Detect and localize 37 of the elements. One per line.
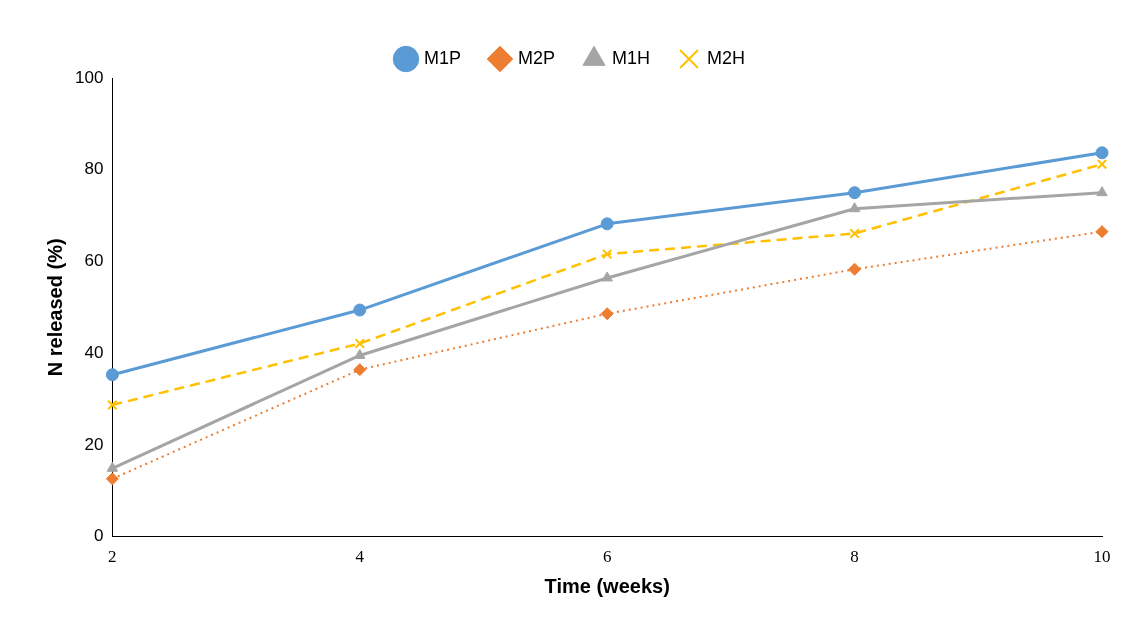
y-tick-label: 40 bbox=[84, 342, 104, 362]
x-tick-label: 10 bbox=[1093, 547, 1111, 567]
y-tick-label: 80 bbox=[84, 159, 104, 179]
x-tick-label: 6 bbox=[602, 547, 612, 567]
point bbox=[601, 271, 613, 282]
point bbox=[848, 202, 861, 213]
y-tick-label: 20 bbox=[84, 434, 104, 454]
point bbox=[601, 248, 613, 260]
point bbox=[106, 461, 119, 472]
x-tick-label: 2 bbox=[108, 547, 117, 567]
x-tick-label: 8 bbox=[850, 547, 859, 567]
legend-label: M1H bbox=[612, 47, 651, 68]
point bbox=[354, 338, 366, 349]
point bbox=[1095, 146, 1109, 160]
legend-label: M2P bbox=[518, 47, 556, 68]
point bbox=[353, 303, 367, 317]
point bbox=[105, 472, 119, 486]
point bbox=[354, 348, 366, 359]
point bbox=[1095, 225, 1109, 239]
point bbox=[848, 262, 862, 276]
x-axis-title: Time (weeks) bbox=[544, 574, 670, 597]
legend-label: M1P bbox=[423, 47, 461, 68]
point bbox=[1096, 158, 1108, 170]
legend-label: M2H bbox=[707, 47, 746, 68]
point bbox=[849, 228, 860, 239]
y-tick-label: 60 bbox=[84, 251, 104, 271]
point bbox=[353, 363, 367, 377]
y-tick-label: 100 bbox=[74, 67, 104, 87]
y-tick-label: 0 bbox=[93, 526, 104, 546]
point bbox=[848, 186, 862, 200]
point bbox=[107, 399, 118, 411]
point bbox=[105, 368, 119, 382]
point bbox=[600, 307, 614, 321]
point bbox=[1096, 186, 1108, 197]
y-axis-title: N released (%) bbox=[43, 238, 66, 377]
point bbox=[600, 217, 614, 231]
x-tick-label: 4 bbox=[355, 547, 365, 567]
